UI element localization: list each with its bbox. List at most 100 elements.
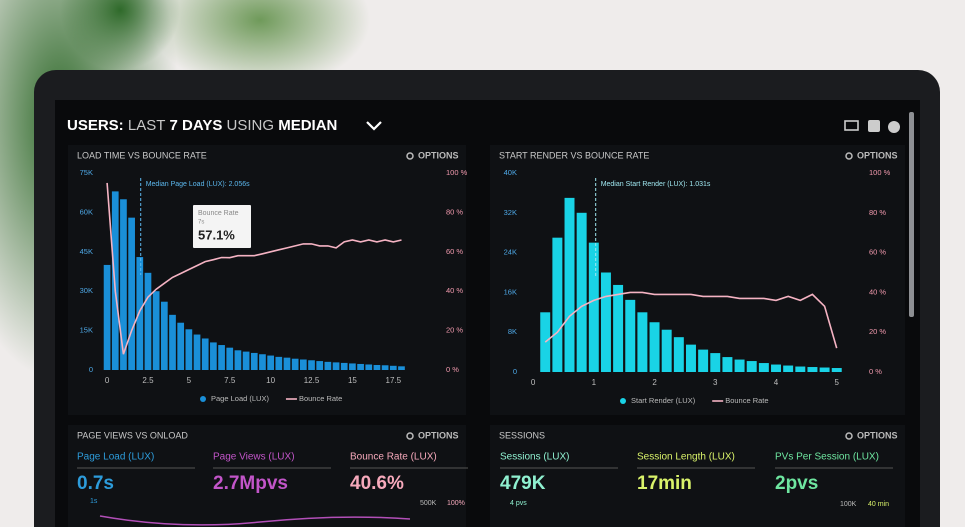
x-tick-label: 0 (531, 378, 536, 387)
bar (552, 237, 563, 372)
bar (722, 357, 733, 372)
x-tick-label: 5 (187, 376, 192, 385)
bar (540, 312, 551, 372)
metric-value: 479K (500, 473, 546, 494)
axis-label: 100% (447, 500, 465, 507)
y-tick-label: 60K (80, 207, 93, 216)
legend-label: Page Load (LUX) (211, 394, 269, 403)
header-title: USERS: LAST 7 DAYS USING MEDIAN (67, 117, 337, 134)
bar (160, 301, 168, 370)
title-part: USING (227, 117, 275, 134)
bar (144, 272, 152, 370)
bar (381, 365, 389, 370)
y2-tick-label: 60 % (446, 247, 463, 256)
bar (389, 365, 397, 370)
y-tick-label: 30K (80, 286, 93, 295)
line (544, 291, 838, 349)
bar (357, 363, 364, 370)
y-tick-label: 16K (504, 287, 517, 296)
options-button[interactable]: OPTIONS (418, 430, 459, 440)
tooltip-subtitle: 7s (198, 220, 204, 226)
monitor-icon[interactable] (844, 120, 859, 131)
panel (490, 425, 905, 532)
x-tick-label: 7.5 (224, 376, 236, 385)
axis-label: 100K (840, 501, 857, 508)
help-icon[interactable] (888, 121, 900, 133)
metric-value: 40.6% (350, 473, 404, 494)
panel-title: START RENDER VS BOUNCE RATE (499, 150, 649, 160)
panel-title: LOAD TIME VS BOUNCE RATE (77, 150, 207, 160)
legend-label: Bounce Rate (299, 394, 342, 403)
metric-label: Page Load (LUX) (77, 452, 154, 463)
options-icon[interactable] (845, 432, 853, 440)
bar (193, 334, 201, 370)
title-part: USERS: (67, 117, 124, 134)
options-button[interactable]: OPTIONS (418, 150, 459, 160)
x-tick-label: 12.5 (304, 376, 320, 385)
bar (783, 365, 794, 372)
bar (250, 352, 258, 370)
metric-label: Sessions (LUX) (500, 452, 569, 463)
x-tick-label: 3 (713, 378, 718, 387)
bar (324, 361, 332, 370)
bar (340, 362, 348, 370)
bar (210, 342, 217, 370)
bar (698, 349, 709, 372)
tooltip-box (193, 205, 251, 248)
options-icon[interactable] (406, 152, 414, 160)
y2-tick-label: 20 % (446, 326, 463, 335)
legend-label: Start Render (LUX) (631, 396, 696, 405)
bar (349, 363, 356, 370)
y-tick-label: 0 (513, 367, 517, 376)
bar (807, 367, 818, 372)
bar (373, 365, 381, 370)
tooltip-title: Bounce Rate (198, 210, 239, 217)
legend-swatch (200, 396, 206, 402)
dropdown-icon[interactable] (366, 121, 382, 131)
bar (649, 322, 660, 372)
bar (103, 264, 111, 370)
options-icon[interactable] (845, 152, 853, 160)
median-label: Median Start Render (LUX): 1.031s (601, 181, 711, 188)
title-part: LAST (128, 117, 166, 134)
y-tick-label: 24K (504, 248, 517, 257)
bar (120, 199, 127, 370)
y2-tick-label: 20 % (869, 327, 886, 336)
metric-label: Session Length (LUX) (637, 452, 735, 463)
chart-icon[interactable] (868, 120, 880, 132)
bar (332, 362, 340, 370)
bar (283, 357, 291, 370)
y-tick-label: 8K (508, 327, 517, 336)
bar (795, 366, 806, 372)
panel-title: PAGE VIEWS VS ONLOAD (77, 430, 188, 440)
bar (177, 322, 185, 370)
y-tick-label: 15K (80, 326, 93, 335)
bar (588, 242, 599, 372)
y2-tick-label: 100 % (446, 168, 468, 177)
x-tick-label: 1 (592, 378, 597, 387)
sparkline (99, 515, 411, 526)
options-button[interactable]: OPTIONS (857, 430, 898, 440)
options-button[interactable]: OPTIONS (857, 150, 898, 160)
bar (576, 212, 587, 372)
bar (758, 363, 769, 372)
bar (600, 272, 611, 372)
bar (259, 354, 266, 370)
options-icon[interactable] (406, 432, 414, 440)
title-part: 7 DAYS (170, 117, 223, 134)
metric-value: 2.7Mpvs (213, 473, 288, 494)
y2-tick-label: 40 % (869, 287, 886, 296)
x-tick-label: 15 (348, 376, 357, 385)
panel (68, 145, 466, 415)
metric-label: Page Views (LUX) (213, 452, 295, 463)
bar (746, 361, 757, 372)
bar (299, 359, 307, 370)
metric-label: Bounce Rate (LUX) (350, 452, 437, 463)
y2-tick-label: 40 % (446, 286, 463, 295)
y2-tick-label: 0 % (446, 365, 459, 374)
metric-value: 17min (637, 473, 692, 494)
axis-label: 4 pvs (510, 500, 527, 507)
bar (201, 338, 209, 370)
